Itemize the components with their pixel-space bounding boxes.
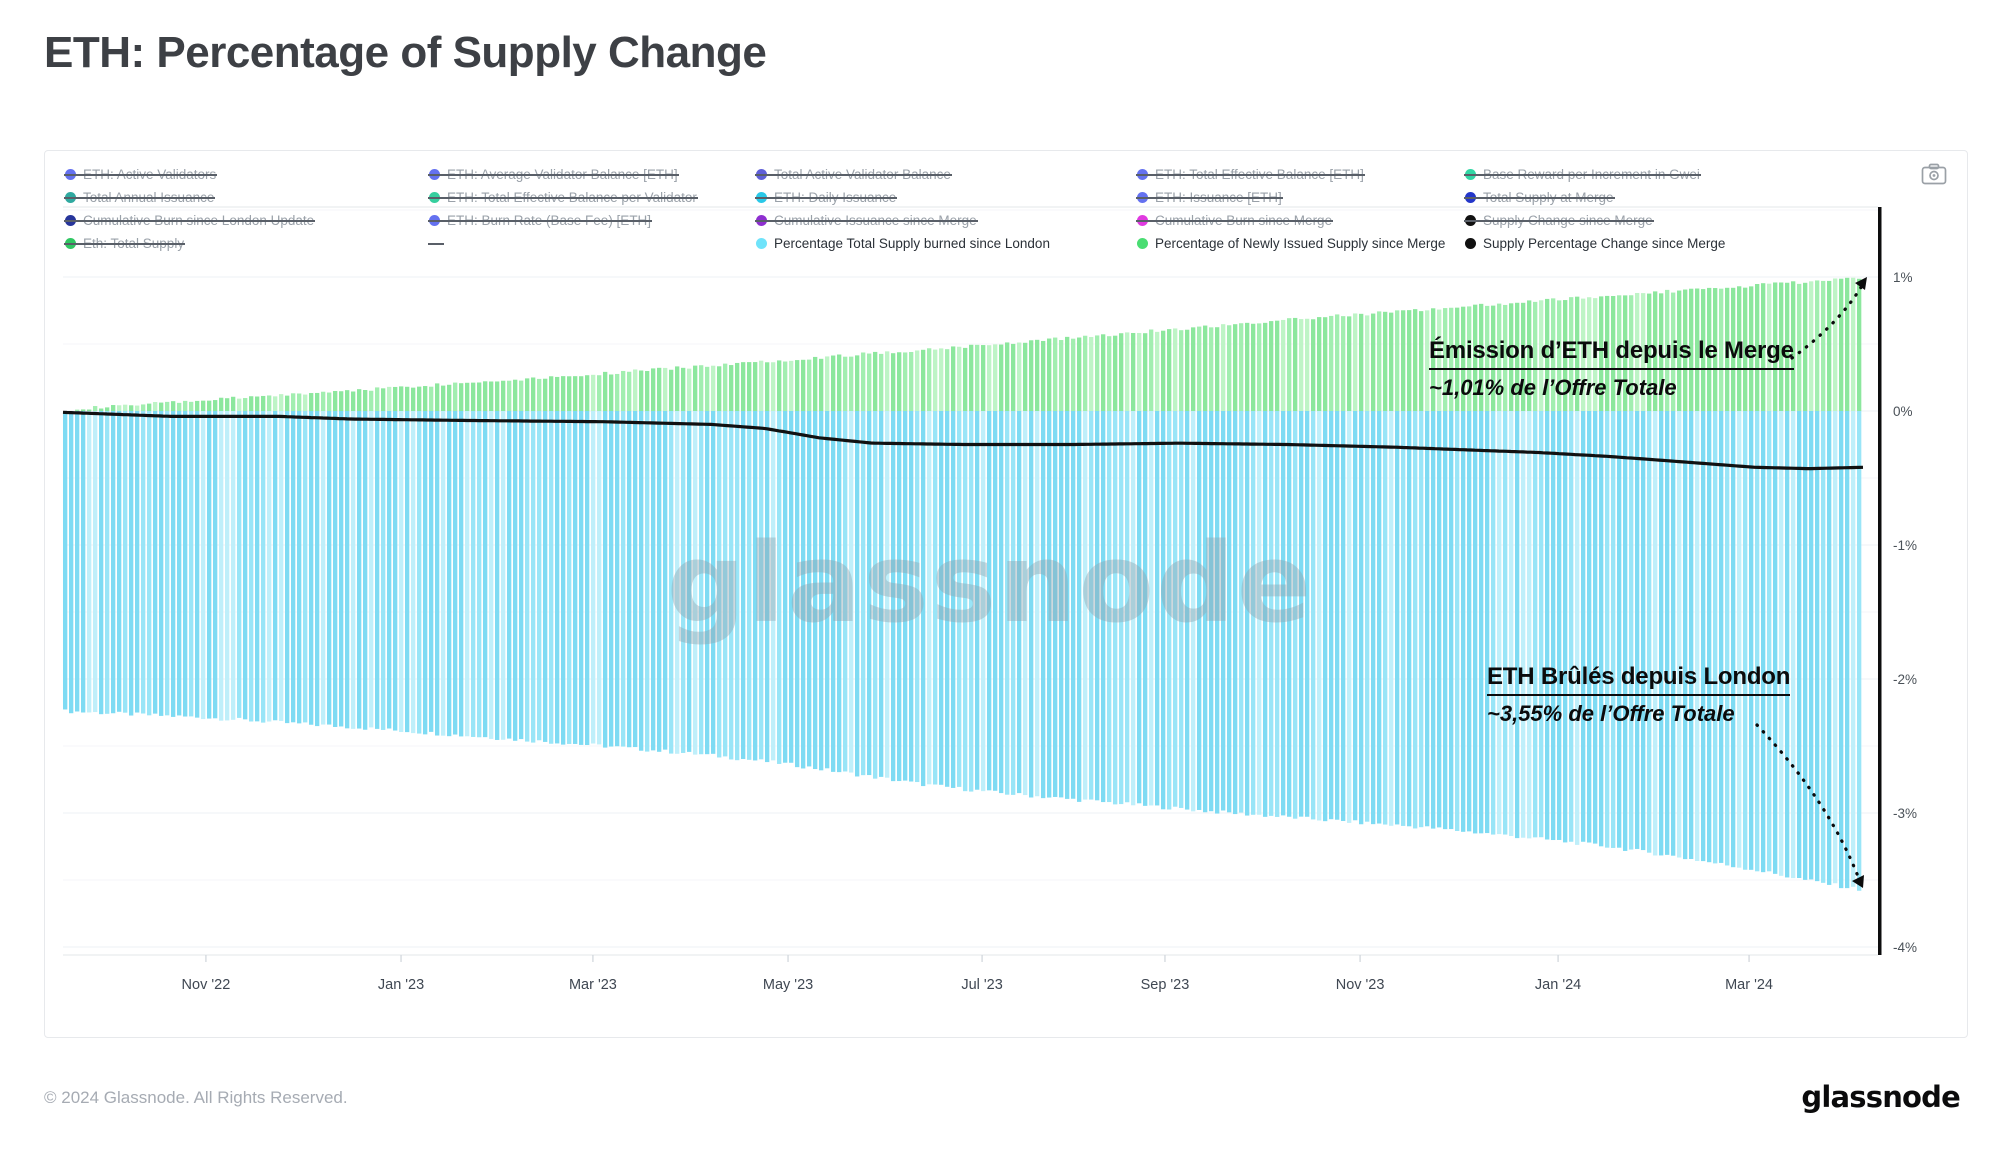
legend-item[interactable]: ETH: Average Validator Balance [ETH] [428, 163, 679, 186]
camera-icon [1921, 163, 1947, 185]
legend-item[interactable]: Total Active Validator Balance [755, 163, 952, 186]
x-tick-label: May '23 [763, 977, 813, 993]
legend-item[interactable]: Total Supply at Merge [1464, 186, 1615, 209]
x-tick-label: Jan '23 [378, 977, 424, 993]
legend-item[interactable]: Percentage Total Supply burned since Lon… [756, 232, 1050, 255]
legend-item[interactable]: ETH: Total Effective Balance per Validat… [428, 186, 698, 209]
legend-column: ETH: Active Validators Total Annual Issua… [63, 163, 316, 255]
arrow-burn-head [1852, 875, 1864, 888]
legend-dot-icon [1465, 238, 1476, 249]
supply-change-line [62, 410, 1864, 471]
legend-item[interactable]: Base Reward per Increment in Gwei [1464, 163, 1701, 186]
x-tick-label: Mar '23 [569, 977, 617, 993]
legend-item[interactable]: Cumulative Burn since London Update [63, 209, 316, 232]
y-tick-label: 1% [1893, 270, 1913, 285]
legend-item-label: Percentage of Newly Issued Supply since … [1155, 236, 1446, 251]
legend-dot-icon [756, 238, 767, 249]
legend-column: Total Active Validator Balance ETH: Daily… [754, 163, 1050, 255]
chart-card: ETH: Active Validators Total Annual Issua… [44, 150, 1968, 1038]
legend-item[interactable]: ETH: Daily Issuance [754, 186, 898, 209]
supply-bars [63, 277, 1862, 891]
legend-item[interactable]: ETH: Total Effective Balance [ETH] [1136, 163, 1365, 186]
x-tick-label: Jan '24 [1535, 977, 1581, 993]
legend-item-label: Percentage Total Supply burned since Lon… [774, 236, 1050, 251]
copyright-text: © 2024 Glassnode. All Rights Reserved. [44, 1088, 348, 1107]
legend-item[interactable]: — [428, 232, 443, 255]
screenshot-button[interactable] [1919, 161, 1949, 187]
watermark: glassnode [667, 519, 1314, 647]
y-tick-label: -2% [1893, 672, 1917, 687]
x-tick-label: Sep '23 [1141, 977, 1190, 993]
legend-item[interactable]: Cumulative Issuance since Merge [755, 209, 978, 232]
legend-column: Base Reward per Increment in Gwei Total S… [1464, 163, 1725, 255]
annotation-arrows [1755, 277, 1867, 888]
y-tick-label: -3% [1893, 806, 1917, 821]
legend-item[interactable]: ETH: Active Validators [63, 163, 218, 186]
x-tick-label: Mar '24 [1725, 977, 1773, 993]
annotation-burn-title: ETH Brûlés depuis London [1487, 663, 1790, 696]
y-tick-label: -4% [1893, 940, 1917, 955]
legend-item-label: Supply Percentage Change since Merge [1483, 236, 1726, 251]
annotation-emission-subtitle: ~1,01% de l’Offre Totale [1429, 375, 1677, 400]
arrow-emission [1790, 282, 1865, 360]
legend-column: ETH: Average Validator Balance [ETH] ETH:… [427, 163, 698, 255]
y-tick-label: -1% [1893, 538, 1917, 553]
glassnode-logo: glassnode [1801, 1080, 1960, 1114]
y-axis-line [1878, 207, 1882, 955]
annotation-burn: ETH Brûlés depuis London ~3,55% de l’Off… [1487, 663, 1790, 727]
x-tick-label: Jul '23 [961, 977, 1002, 993]
arrow-burn [1755, 723, 1861, 881]
legend-dot-icon [1137, 238, 1148, 249]
legend-item[interactable]: Percentage of Newly Issued Supply since … [1137, 232, 1445, 255]
y-tick-label: 0% [1893, 404, 1913, 419]
legend-item[interactable]: Supply Percentage Change since Merge [1465, 232, 1725, 255]
annotation-emission: Émission d’ETH depuis le Merge ~1,01% de… [1429, 337, 1794, 401]
legend-item[interactable]: Eth: Total Supply [63, 232, 186, 255]
legend-item[interactable]: Supply Change since Merge [1464, 209, 1654, 232]
chart-svg: glassnode 1% 0% -1% -2% -3% -4% Nov '22 Jan '23 M… [62, 206, 1917, 993]
x-tick-label: Nov '23 [1336, 977, 1385, 993]
legend-column: ETH: Total Effective Balance [ETH] ETH: I… [1135, 163, 1445, 255]
legend-item[interactable]: ETH: Issuance [ETH] [1136, 186, 1283, 209]
page-title: ETH: Percentage of Supply Change [44, 28, 767, 77]
legend-item[interactable]: ETH: Burn Rate (Base Fee) [ETH] [427, 209, 653, 232]
x-tick-label: Nov '22 [182, 977, 231, 993]
legend-item[interactable]: Cumulative Burn since Merge [1135, 209, 1334, 232]
annotation-emission-title: Émission d’ETH depuis le Merge [1429, 337, 1794, 370]
legend-item[interactable]: Total Annual Issuance [63, 186, 216, 209]
x-axis-labels: Nov '22 Jan '23 Mar '23 May '23 Jul '23 Sep '… [182, 955, 1773, 993]
annotation-burn-subtitle: ~3,55% de l’Offre Totale [1487, 701, 1735, 726]
arrow-emission-head [1855, 277, 1867, 290]
y-axis-labels: 1% 0% -1% -2% -3% -4% [1893, 270, 1917, 955]
